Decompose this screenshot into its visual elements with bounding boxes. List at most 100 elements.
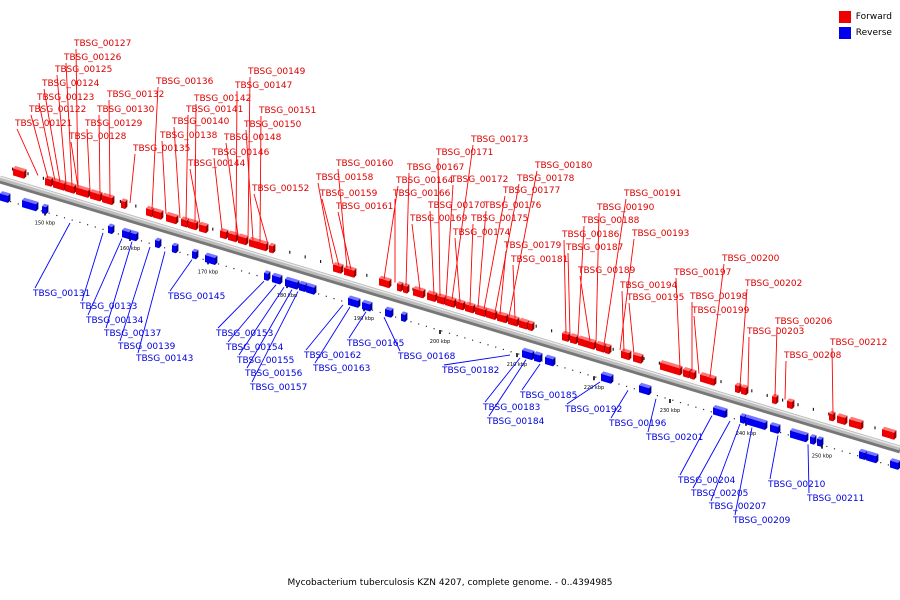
gene-side: [506, 313, 509, 324]
gene-side: [196, 220, 199, 231]
gene-top: [683, 367, 692, 372]
gene-top: [713, 405, 728, 411]
gene-front: [192, 251, 196, 260]
gene-front: [102, 195, 112, 206]
gene-top: [741, 384, 749, 389]
gene-side: [833, 412, 836, 422]
minor-tick: [541, 360, 543, 362]
gene-front: [333, 264, 341, 274]
minor-tick: [233, 267, 235, 270]
forward-gene: [199, 221, 209, 234]
gene-side: [680, 366, 683, 376]
track-tick: [643, 357, 645, 361]
reverse-gene: [108, 223, 115, 235]
gene-top: [413, 286, 426, 292]
gene-side: [370, 302, 373, 312]
minor-tick: [79, 221, 81, 223]
gene-label: TBSG_00134: [85, 316, 144, 326]
gene-label: TBSG_00191: [623, 189, 681, 199]
label-leader: [469, 223, 474, 306]
label-leader: [189, 168, 201, 225]
minor-tick: [333, 298, 335, 300]
label-leader: [86, 128, 91, 192]
gene-label: TBSG_00140: [171, 117, 230, 127]
label-leader: [454, 237, 461, 303]
gene-front: [362, 302, 370, 312]
gene-side: [517, 317, 520, 327]
legend-reverse-label: Reverse: [855, 28, 892, 38]
gene-side: [314, 285, 317, 295]
track-tick: [874, 426, 876, 430]
gene-front: [700, 374, 714, 386]
gene-side: [46, 204, 49, 215]
gene-front: [344, 267, 354, 278]
gene-front: [427, 292, 435, 302]
reverse-gene: [810, 434, 817, 445]
minor-tick: [787, 434, 789, 436]
gene-side: [876, 453, 879, 464]
forward-gene: [528, 320, 535, 332]
gene-label: TBSG_00206: [774, 317, 833, 327]
gene-top: [601, 371, 614, 377]
gene-label: TBSG_00177: [502, 186, 560, 196]
gene-front: [578, 337, 594, 350]
gene-front: [130, 232, 136, 242]
gene-label: TBSG_00198: [689, 292, 748, 302]
gene-label: TBSG_00194: [619, 281, 678, 291]
gene-side: [611, 374, 614, 384]
gene-label: TBSG_00143: [135, 354, 193, 364]
gene-label: TBSG_00161: [335, 202, 393, 212]
label-leader: [129, 153, 136, 204]
gene-top: [385, 306, 394, 311]
gene-side: [649, 385, 652, 396]
track-tick: [782, 398, 784, 402]
track-tick: [551, 329, 553, 333]
gene-label: TBSG_00205: [690, 489, 748, 499]
gene-label: TBSG_00149: [247, 67, 306, 77]
minor-tick: [56, 214, 58, 217]
forward-gene: [508, 314, 520, 327]
label-leader: [317, 182, 334, 264]
gene-front: [465, 304, 473, 314]
reverse-gene: [348, 295, 361, 308]
minor-tick: [148, 242, 150, 244]
gene-side: [391, 308, 394, 318]
minor-tick: [495, 346, 497, 348]
gene-top: [522, 347, 535, 354]
gene-side: [74, 184, 77, 194]
gene-top: [192, 248, 199, 253]
forward-gene: [228, 230, 239, 243]
label-leader: [81, 232, 104, 302]
label-leader: [477, 210, 487, 308]
label-leader: [679, 415, 713, 476]
gene-label: TBSG_00196: [608, 419, 667, 429]
gene-label: TBSG_00132: [106, 90, 164, 100]
gene-front: [42, 206, 46, 215]
gene-top: [882, 426, 897, 433]
gene-side: [739, 383, 742, 394]
gene-label: TBSG_00187: [565, 243, 623, 253]
gene-top: [108, 223, 115, 228]
gene-front: [683, 369, 689, 379]
minor-tick: [464, 337, 466, 339]
gene-side: [51, 177, 54, 187]
label-leader: [566, 381, 601, 405]
gene-front: [153, 210, 161, 220]
gene-top: [456, 298, 466, 304]
gene-front: [181, 218, 187, 228]
gene-label: TBSG_00123: [36, 93, 94, 103]
label-leader: [173, 126, 181, 219]
track-tick: [766, 393, 768, 397]
label-leader: [108, 99, 111, 198]
gene-top: [849, 416, 864, 423]
gene-side: [473, 304, 476, 314]
gene-label: TBSG_00144: [187, 159, 246, 169]
minor-tick: [726, 415, 728, 418]
label-leader: [709, 263, 725, 378]
label-leader: [784, 360, 787, 400]
label-leader: [30, 114, 49, 179]
label-leader: [610, 390, 629, 419]
legend-reverse: Reverse: [838, 25, 892, 41]
gene-label: TBSG_00151: [258, 106, 316, 116]
